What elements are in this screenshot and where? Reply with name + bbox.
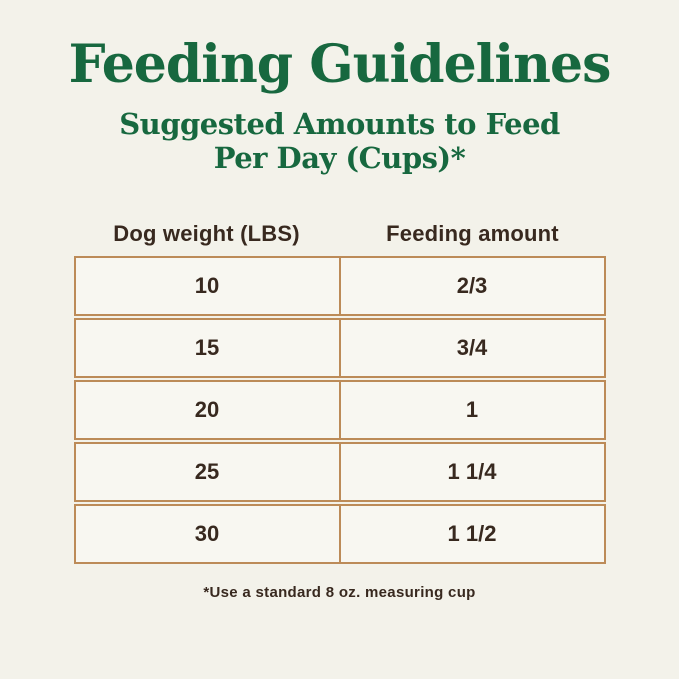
weight-cell: 15 [76,320,341,377]
table-row: 20 1 [73,380,606,441]
table-header-row: Dog weight (LBS) Feeding amount [74,221,606,247]
weight-cell: 25 [76,444,341,501]
weight-cell: 10 [76,258,341,315]
column-header-feeding-amount: Feeding amount [386,221,559,247]
page-subtitle: Suggested Amounts to Feed Per Day (Cups)… [0,107,679,175]
subtitle-line-2: Per Day (Cups)* [213,140,466,175]
amount-cell: 1 1/2 [447,521,497,547]
measuring-cup-footnote: *Use a standard 8 oz. measuring cup [203,584,476,602]
page-title: Feeding Guidelines [68,34,612,95]
table-row: 30 1 1/2 [73,504,606,565]
amount-cell: 1 1/4 [447,459,497,485]
subtitle-line-1: Suggested Amounts to Feed [119,106,560,141]
amount-cell: 3/4 [456,335,488,361]
feeding-table: Dog weight (LBS) Feeding amount 10 2/3 1… [73,221,606,565]
weight-cell: 20 [76,382,341,439]
table-row: 10 2/3 [73,256,606,317]
weight-cell: 30 [76,506,341,563]
table-row: 25 1 1/4 [73,442,606,503]
amount-cell: 1 [465,397,479,423]
amount-cell: 2/3 [456,273,488,299]
table-row: 15 3/4 [73,318,606,379]
column-header-dog-weight: Dog weight (LBS) [113,221,300,247]
